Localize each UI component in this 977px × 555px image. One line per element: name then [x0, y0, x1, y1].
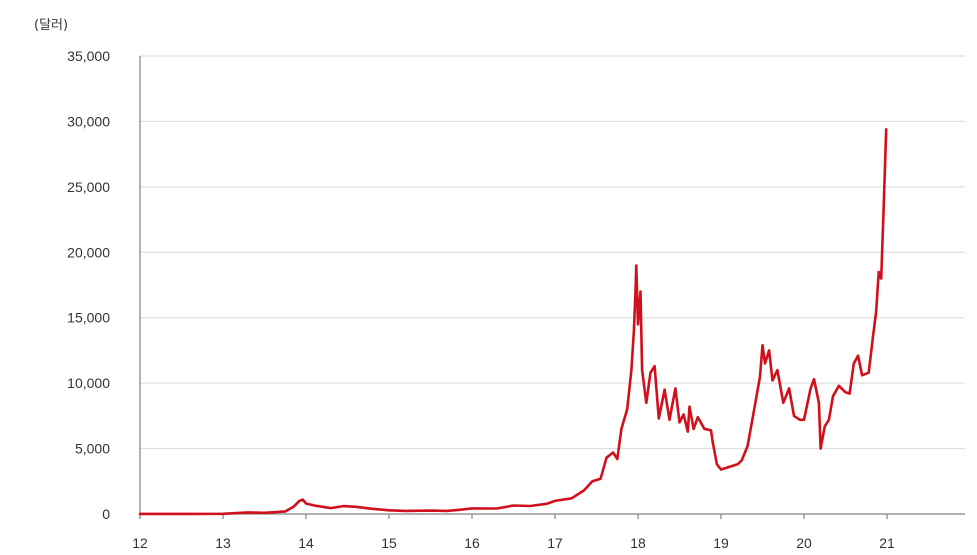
y-tick-labels: 0 5,000 10,000 15,000 20,000 25,000 30,000 35,0…: [67, 48, 110, 522]
x-tick-label: 20: [796, 535, 812, 551]
x-tick-label: 12: [132, 535, 148, 551]
y-tick-label: 30,000: [67, 113, 110, 129]
y-tick-label: 10,000: [67, 375, 110, 391]
x-tick-label: 15: [381, 535, 397, 551]
y-tick-label: 35,000: [67, 48, 110, 64]
x-tick-label: 13: [215, 535, 231, 551]
x-tick-label: 21: [879, 535, 895, 551]
series-line: [138, 128, 888, 516]
x-tick-label: 16: [464, 535, 480, 551]
unit-label: (달러): [34, 18, 68, 33]
y-tick-label: 0: [102, 506, 110, 522]
x-tick-label: 14: [298, 535, 314, 551]
y-tick-label: 25,000: [67, 179, 110, 195]
x-tick-label: 18: [630, 535, 646, 551]
x-tick-labels: 12 13 14 15 16 17 18 19 20 21: [132, 514, 895, 551]
gridlines: [140, 55, 965, 450]
y-tick-label: 20,000: [67, 244, 110, 260]
y-tick-label: 5,000: [75, 441, 110, 457]
y-tick-label: 15,000: [67, 310, 110, 326]
x-tick-label: 17: [547, 535, 563, 551]
x-tick-label: 19: [713, 535, 729, 551]
